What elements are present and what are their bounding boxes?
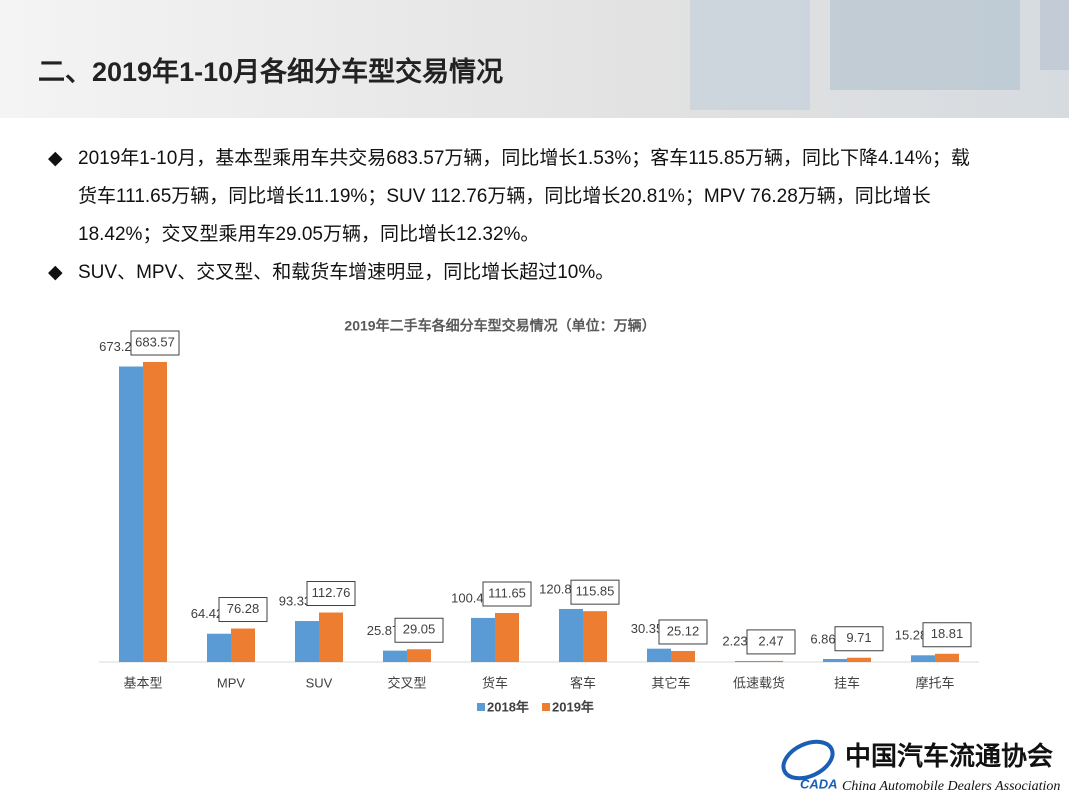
data-label: 120.85 (539, 581, 579, 596)
x-tick-label: 摩托车 (915, 675, 954, 690)
logo-english: China Automobile Dealers Association (842, 779, 1060, 794)
data-label-box (746, 629, 796, 655)
data-label: 15.28 (895, 628, 928, 643)
bar (759, 660, 783, 662)
x-tick-label: SUV (306, 675, 333, 690)
data-label: 2.23 (722, 633, 747, 648)
data-label-box (394, 617, 444, 643)
bar (319, 612, 343, 662)
bullet-text: SUV、MPV、交叉型、和载货车增速明显，同比增长超过10%。 (78, 262, 615, 283)
bar (231, 628, 255, 662)
data-label: 111.65 (488, 585, 526, 600)
data-label-box (306, 581, 356, 607)
data-label: 673.28 (99, 339, 139, 354)
legend-label: 2019年 (552, 699, 594, 714)
data-label-box (482, 581, 532, 607)
bar (119, 366, 143, 662)
data-label: 2.47 (758, 633, 783, 648)
x-tick-label: 低速载货 (733, 675, 785, 690)
bar (295, 621, 319, 662)
logo-abbr: CADA (800, 776, 838, 791)
data-label: 25.87 (367, 623, 400, 638)
bullet: ◆ SUV、MPV、交叉型、和载货车增速明显，同比增长超过10%。 (48, 254, 988, 292)
x-tick-label: 基本型 (123, 675, 162, 690)
x-tick-label: 客车 (570, 675, 596, 690)
legend-label: 2018年 (487, 699, 529, 714)
data-label-box (658, 619, 708, 645)
header-decoration (690, 0, 1069, 110)
bar (143, 362, 167, 662)
data-label: 6.86 (810, 631, 835, 646)
bar (583, 611, 607, 662)
x-tick-label: MPV (217, 675, 246, 690)
data-label-box (570, 579, 620, 605)
bullet-text: 2019年1-10月，基本型乘用车共交易683.57万辆，同比增长1.53%；客… (78, 148, 970, 245)
legend-swatch (542, 703, 550, 711)
data-label: 115.85 (576, 584, 615, 599)
data-label: 93.33 (279, 593, 312, 608)
bar (823, 658, 847, 662)
bar (383, 650, 407, 662)
legend-swatch (477, 703, 485, 711)
data-label: 29.05 (403, 622, 436, 637)
data-label: 18.81 (931, 626, 964, 641)
x-tick-label: 挂车 (834, 675, 860, 690)
data-label: 30.35 (631, 621, 664, 636)
header-band: 二、2019年1-10月各细分车型交易情况 (0, 0, 1069, 118)
bar (671, 650, 695, 662)
bar (735, 661, 759, 662)
bar (935, 653, 959, 662)
data-label-box (218, 597, 268, 623)
data-label: 76.28 (227, 601, 260, 616)
bullet: ◆ 2019年1-10月，基本型乘用车共交易683.57万辆，同比增长1.53%；… (48, 140, 988, 254)
logo-name: 中国汽车流通协会 (845, 741, 1053, 772)
data-label-box (834, 626, 884, 652)
data-label: 100.42 (451, 590, 491, 605)
data-label-box (922, 622, 972, 648)
logo: CADA 中国汽车流通协会 China Automobile Dealers A… (781, 739, 1060, 794)
bar (559, 608, 583, 662)
x-tick-label: 交叉型 (387, 675, 426, 690)
data-label-box (130, 330, 180, 356)
bar (847, 657, 871, 662)
bar (471, 617, 495, 662)
data-label: 683.57 (135, 334, 175, 349)
x-tick-label: 货车 (482, 675, 508, 690)
bar (207, 633, 231, 662)
chart-title: 2019年二手车各细分车型交易情况（单位：万辆） (344, 318, 655, 334)
data-label: 9.71 (846, 630, 871, 645)
data-label: 25.12 (667, 623, 700, 638)
bar (911, 655, 935, 662)
x-tick-label: 其它车 (651, 675, 690, 690)
bar (407, 649, 431, 662)
data-label: 112.76 (312, 585, 351, 600)
bar (647, 648, 671, 662)
data-label: 64.42 (191, 606, 224, 621)
slide-title: 二、2019年1-10月各细分车型交易情况 (38, 57, 504, 87)
bar (495, 612, 519, 662)
